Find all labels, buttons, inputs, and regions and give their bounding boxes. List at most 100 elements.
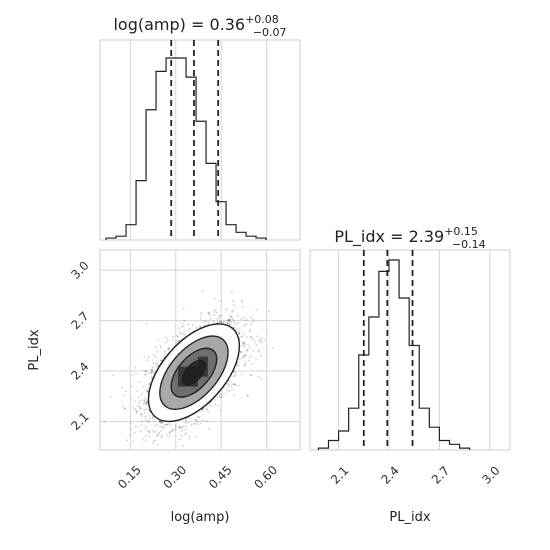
- density-sample-point: [251, 318, 254, 321]
- density-sample-point: [143, 369, 146, 372]
- density-sample-point: [172, 335, 175, 338]
- density-sample-point: [232, 309, 235, 312]
- density-sample-point: [157, 444, 159, 446]
- density-sample-point: [182, 445, 184, 448]
- density-sample-point: [212, 311, 215, 313]
- density-sample-point: [126, 439, 129, 442]
- density-sample-point: [260, 341, 262, 344]
- density-sample-point: [183, 433, 186, 436]
- density-sample-point: [155, 356, 157, 358]
- density-sample-point: [201, 410, 204, 412]
- density-sample-point: [185, 432, 188, 434]
- density-sample-point: [244, 353, 247, 356]
- density-sample-point: [145, 370, 148, 372]
- density-sample-point: [134, 367, 137, 369]
- density-sample-point: [249, 346, 251, 348]
- density-sample-point: [213, 314, 215, 316]
- density-sample-point: [231, 388, 234, 391]
- density-sample-point: [228, 390, 231, 393]
- density-sample-point: [160, 421, 163, 424]
- density-sample-point: [242, 324, 245, 327]
- density-sample-point: [191, 324, 194, 327]
- density-sample-point: [229, 315, 232, 318]
- hist-pl-idx-title-text: PL_idx = 2.39: [334, 227, 444, 247]
- hist-log-amp-histogram: [105, 57, 267, 240]
- density-sample-point: [259, 354, 262, 357]
- density-sample-point: [205, 407, 208, 410]
- density-sample-point: [145, 408, 148, 410]
- density-sample-point: [201, 290, 204, 292]
- density-sample-point: [255, 343, 258, 346]
- density-sample-point: [242, 341, 245, 344]
- density-sample-point: [177, 425, 180, 428]
- density-sample-point: [202, 419, 204, 422]
- density-sample-point: [228, 383, 231, 386]
- density-sample-point: [169, 424, 172, 426]
- density-xtick-label: 0.30: [161, 463, 190, 492]
- density-sample-point: [163, 427, 165, 429]
- density-sample-point: [171, 339, 174, 341]
- density-sample-point: [134, 408, 136, 410]
- density-sample-point: [234, 383, 237, 386]
- density-sample-point: [245, 350, 248, 353]
- density-sample-point: [214, 309, 217, 312]
- density-sample-point: [207, 411, 210, 413]
- density-sample-point: [146, 390, 149, 392]
- density-sample-point: [197, 415, 199, 418]
- density-sample-point: [160, 359, 163, 362]
- density-sample-point: [156, 362, 159, 364]
- density-sample-point: [243, 319, 246, 321]
- density-sample-point: [244, 346, 247, 349]
- density-sample-point: [177, 339, 180, 342]
- hist-pl-idx-grid: [338, 250, 491, 450]
- density-sample-point: [237, 314, 239, 317]
- density-sample-point: [178, 331, 181, 333]
- density-sample-point: [234, 383, 236, 386]
- density-sample-point: [193, 418, 196, 421]
- density-sample-point: [220, 396, 223, 398]
- density-sample-point: [257, 349, 260, 351]
- density-sample-point: [181, 325, 183, 328]
- density-sample-point: [145, 388, 147, 391]
- density-sample-point: [231, 310, 234, 313]
- density-sample-point: [237, 322, 240, 324]
- density-sample-point: [194, 418, 197, 421]
- density-sample-point: [147, 430, 150, 433]
- density-sample-point: [208, 314, 211, 317]
- density-sample-point: [178, 426, 181, 428]
- density-sample-point: [184, 428, 187, 430]
- density-sample-point: [148, 431, 151, 434]
- density-sample-point: [209, 317, 212, 320]
- density-sample-point: [230, 321, 233, 323]
- density-sample-point: [146, 359, 148, 362]
- density-sample-point: [124, 407, 126, 410]
- density-sample-point: [129, 428, 132, 431]
- density-sample-point: [227, 319, 230, 322]
- density-sample-point: [168, 347, 170, 349]
- density-sample-point: [135, 373, 138, 375]
- density-sample-point: [103, 421, 106, 424]
- density-sample-point: [135, 409, 138, 412]
- density-sample-point: [167, 349, 170, 352]
- density-sample-point: [247, 359, 250, 362]
- density-sample-point: [137, 405, 139, 407]
- density-sample-point: [199, 318, 202, 320]
- density-sample-point: [155, 423, 158, 426]
- density-ytick-label: 3.0: [68, 258, 91, 281]
- density-sample-point: [156, 434, 159, 437]
- density-sample-point: [145, 435, 148, 437]
- density-sample-point: [176, 334, 179, 337]
- density-sample-point: [195, 326, 198, 329]
- density-sample-point: [261, 337, 263, 340]
- density-sample-point: [218, 317, 221, 320]
- density-sample-point: [166, 423, 168, 426]
- density-sample-point: [244, 363, 247, 366]
- density-sample-point: [147, 414, 150, 416]
- density-sample-point: [152, 362, 154, 364]
- density-ytick-label: 2.1: [68, 410, 91, 433]
- density-sample-point: [171, 429, 174, 431]
- density-sample-point: [178, 427, 181, 430]
- density-sample-point: [260, 378, 263, 380]
- density-sample-point: [249, 316, 252, 319]
- density-sample-point: [243, 316, 246, 319]
